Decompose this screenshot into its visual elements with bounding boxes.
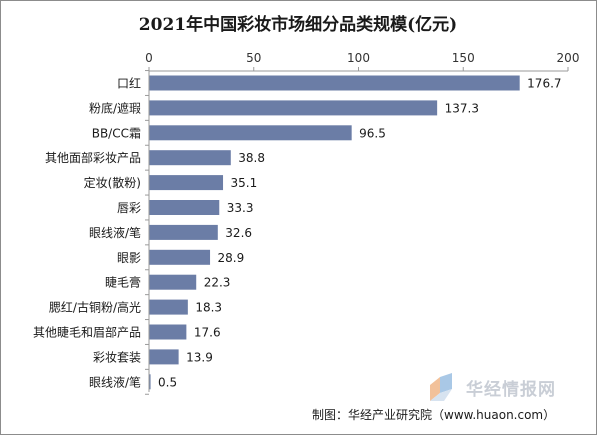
- category-label: 眼线液/笔: [89, 225, 141, 240]
- x-tick-label: 100: [347, 51, 370, 65]
- watermark-text: 华经情报网: [466, 380, 556, 400]
- bar: [149, 200, 220, 215]
- bar: [149, 224, 218, 240]
- bar: [149, 75, 520, 91]
- category-label: 彩妆套装: [93, 350, 141, 364]
- bar: [149, 299, 188, 315]
- category-label: 粉底/遮瑕: [89, 100, 141, 115]
- bar: [149, 100, 438, 116]
- data-label: 38.8: [238, 151, 265, 165]
- data-label: 28.9: [218, 251, 245, 265]
- category-label: BB/CC霜: [92, 126, 141, 140]
- category-label: 定妆(散粉): [84, 175, 141, 190]
- data-label: 13.9: [186, 350, 213, 364]
- data-label: 0.5: [158, 375, 177, 389]
- data-label: 35.1: [231, 176, 258, 190]
- category-label: 唇彩: [117, 201, 141, 215]
- bar: [149, 175, 224, 191]
- category-label: 睫毛膏: [105, 275, 141, 290]
- bar: [149, 324, 187, 340]
- data-label: 18.3: [195, 301, 222, 315]
- bar: [149, 274, 197, 290]
- x-tick-label: 150: [452, 51, 475, 65]
- data-label: 32.6: [225, 226, 252, 240]
- bar: [149, 374, 151, 390]
- category-label: 腮红/古铜粉/高光: [49, 300, 141, 315]
- chart-title: 2021年中国彩妆市场细分品类规模(亿元): [139, 14, 457, 35]
- data-label: 17.6: [194, 326, 221, 340]
- category-label: 口红: [117, 76, 141, 91]
- bar: [149, 125, 352, 141]
- watermark-logo: 华经情报网: [426, 371, 591, 405]
- x-tick-label: 200: [557, 51, 580, 65]
- x-tick-label: 50: [246, 51, 261, 65]
- data-label: 33.3: [227, 201, 254, 215]
- category-label: 其他睫毛和眉部产品: [33, 325, 141, 340]
- category-label: 眼线液/笔: [89, 374, 141, 389]
- category-label: 其他面部彩妆产品: [45, 150, 141, 165]
- data-label: 96.5: [359, 126, 386, 140]
- bar: [149, 349, 179, 365]
- data-label: 137.3: [445, 101, 479, 115]
- bar: [149, 150, 231, 166]
- x-tick-label: 0: [145, 51, 153, 65]
- data-label: 176.7: [527, 77, 561, 91]
- source-note: 制图：华经产业研究院（www.huaon.com）: [312, 407, 555, 422]
- watermark-icon: [430, 373, 452, 401]
- bar: [149, 249, 211, 265]
- category-label: 眼影: [117, 251, 141, 265]
- data-label: 22.3: [204, 276, 231, 290]
